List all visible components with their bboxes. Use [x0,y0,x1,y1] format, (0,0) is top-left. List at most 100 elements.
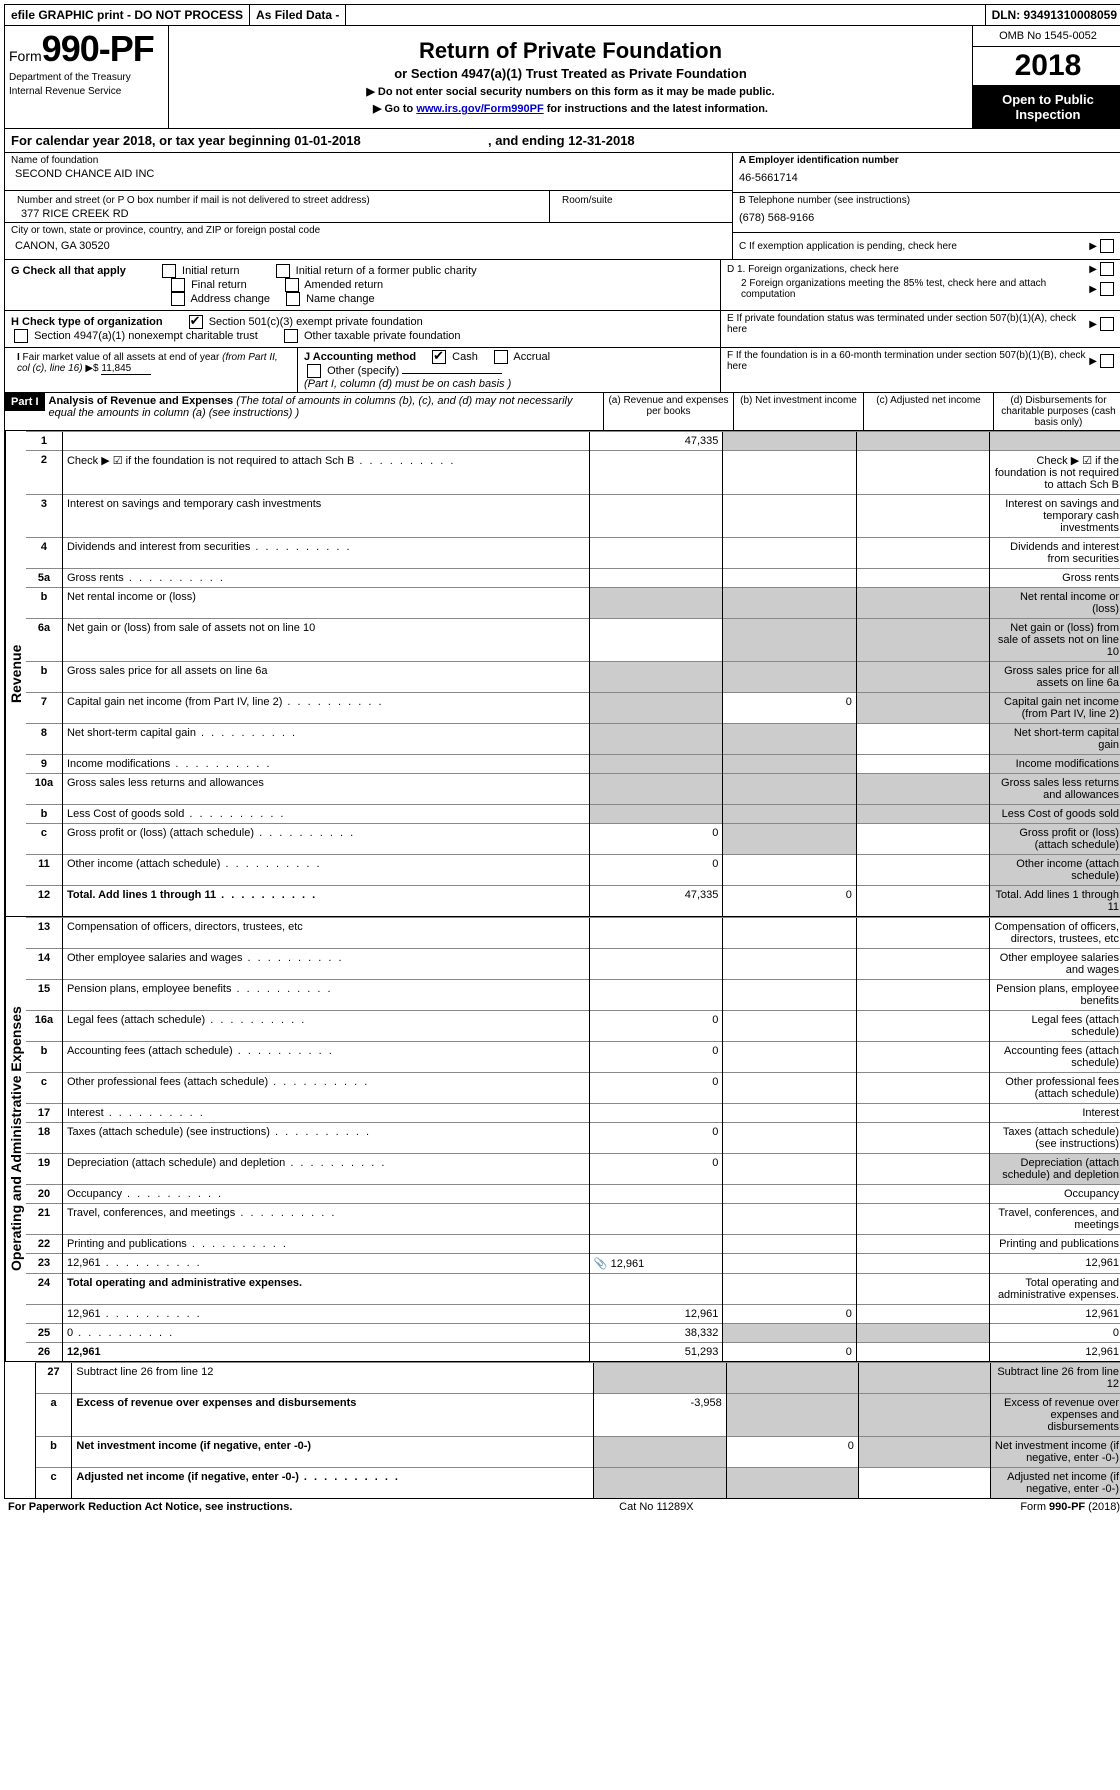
table-row: 13Compensation of officers, directors, t… [26,918,1120,949]
arrow-icon [1089,240,1097,252]
fmv-value: 11,845 [101,363,151,375]
j-accrual-checkbox[interactable] [494,350,508,364]
form-number: 990-PF [42,28,154,69]
table-row: aExcess of revenue over expenses and dis… [5,1394,1120,1437]
expenses-side-label: Operating and Administrative Expenses [5,917,26,1361]
footer-left: For Paperwork Reduction Act Notice, see … [8,1501,292,1513]
table-row: bAccounting fees (attach schedule)0Accou… [26,1042,1120,1073]
table-row: 20OccupancyOccupancy [26,1185,1120,1204]
table-row: bNet rental income or (loss)Net rental i… [26,588,1120,619]
table-row: bLess Cost of goods soldLess Cost of goo… [26,805,1120,824]
asfiled-label: As Filed Data - [250,5,346,25]
j-cash-checkbox[interactable] [432,350,446,364]
h-other-checkbox[interactable] [284,329,298,343]
table-row: 9Income modificationsIncome modification… [26,755,1120,774]
goto-instructions: ▶ Go to www.irs.gov/Form990PF for instru… [173,102,968,115]
table-row: 11Other income (attach schedule)0Other i… [26,855,1120,886]
foundation-name: SECOND CHANCE AID INC [5,168,732,180]
i-label: I Fair market value of all assets at end… [11,350,291,377]
dept-treasury: Department of the Treasury [9,72,164,84]
h-4947-checkbox[interactable] [14,329,28,343]
part1-header: Part I Analysis of Revenue and Expenses … [5,392,1120,431]
dept-irs: Internal Revenue Service [9,86,164,98]
tax-year: 2018 [973,47,1120,86]
sub-title: or Section 4947(a)(1) Trust Treated as P… [173,66,968,81]
d1-checkbox[interactable] [1100,262,1114,276]
info-block: Name of foundation SECOND CHANCE AID INC… [5,153,1120,260]
col-a-header: (a) Revenue and expenses per books [603,393,733,430]
table-row: 15Pension plans, employee benefitsPensio… [26,980,1120,1011]
phone-label: B Telephone number (see instructions) [739,195,1117,206]
form-id-cell: Form990-PF Department of the Treasury In… [5,26,169,128]
foundation-city: CANON, GA 30520 [5,238,732,254]
final-table: 27Subtract line 26 from line 12Subtract … [5,1362,1120,1498]
main-title: Return of Private Foundation [173,38,968,64]
col-d-header: (d) Disbursements for charitable purpose… [993,393,1120,430]
table-row: 2Check ▶ ☑ if the foundation is not requ… [26,451,1120,495]
c-checkbox[interactable] [1100,239,1114,253]
table-row: cOther professional fees (attach schedul… [26,1073,1120,1104]
footer: For Paperwork Reduction Act Notice, see … [4,1499,1120,1515]
header-row: Form990-PF Department of the Treasury In… [5,26,1120,129]
ein-label: A Employer identification number [739,155,1117,166]
table-row: 22Printing and publicationsPrinting and … [26,1235,1120,1254]
g-address-checkbox[interactable] [171,292,185,306]
efile-notice: efile GRAPHIC print - DO NOT PROCESS [5,5,250,25]
table-row: bGross sales price for all assets on lin… [26,662,1120,693]
table-row: bNet investment income (if negative, ent… [5,1437,1120,1468]
h-section: H Check type of organization Section 501… [11,315,714,343]
g-final-checkbox[interactable] [171,278,185,292]
table-row: cAdjusted net income (if negative, enter… [5,1468,1120,1499]
ein-value: 46-5661714 [739,172,1117,184]
g-section: G Check all that apply Initial return In… [11,264,714,306]
name-label: Name of foundation [5,153,732,168]
table-row: 19Depreciation (attach schedule) and dep… [26,1154,1120,1185]
footer-mid: Cat No 11289X [619,1501,693,1513]
footer-right: Form 990-PF (2018) [1020,1501,1120,1513]
room-label: Room/suite [556,193,726,208]
title-cell: Return of Private Foundation or Section … [169,26,972,128]
g-name-checkbox[interactable] [286,292,300,306]
table-row: 147,335 [26,432,1120,451]
table-row: 10aGross sales less returns and allowanc… [26,774,1120,805]
revenue-table: 147,3352Check ▶ ☑ if the foundation is n… [26,431,1120,916]
city-label: City or town, state or province, country… [5,223,732,238]
table-row: 25038,3320 [26,1324,1120,1343]
j-section: J Accounting method Cash Accrual Other (… [298,348,720,392]
h-501c3-checkbox[interactable] [189,315,203,329]
table-row: 12Total. Add lines 1 through 1147,3350To… [26,886,1120,917]
table-row: 8Net short-term capital gainNet short-te… [26,724,1120,755]
col-c-header: (c) Adjusted net income [863,393,993,430]
table-row: 17InterestInterest [26,1104,1120,1123]
year-cell: OMB No 1545-0052 2018 Open to Public Ins… [972,26,1120,128]
f-checkbox[interactable] [1100,354,1114,368]
table-row: 2612,96151,293012,961 [26,1343,1120,1362]
addr-label: Number and street (or P O box number if … [11,193,543,208]
irs-link[interactable]: www.irs.gov/Form990PF [416,103,543,115]
revenue-side-label: Revenue [5,431,26,916]
part1-label: Part I [5,393,45,411]
table-row: 12,96112,961012,961 [26,1305,1120,1324]
e-checkbox[interactable] [1100,317,1114,331]
j-other-checkbox[interactable] [307,364,321,378]
foundation-addr: 377 RICE CREEK RD [11,208,543,220]
table-row: 14Other employee salaries and wagesOther… [26,949,1120,980]
paperclip-icon[interactable]: 📎 [594,1258,608,1270]
phone-value: (678) 568-9166 [739,212,1117,224]
g-initial-checkbox[interactable] [162,264,176,278]
g-amended-checkbox[interactable] [285,278,299,292]
table-row: 4Dividends and interest from securitiesD… [26,538,1120,569]
g-initial-former-checkbox[interactable] [276,264,290,278]
table-row: 6aNet gain or (loss) from sale of assets… [26,619,1120,662]
d2-checkbox[interactable] [1100,282,1114,296]
table-row: 7Capital gain net income (from Part IV, … [26,693,1120,724]
table-row: 3Interest on savings and temporary cash … [26,495,1120,538]
expenses-table: 13Compensation of officers, directors, t… [26,917,1120,1361]
c-label: C If exemption application is pending, c… [739,241,1089,252]
table-row: 21Travel, conferences, and meetingsTrave… [26,1204,1120,1235]
form-container: efile GRAPHIC print - DO NOT PROCESS As … [4,4,1120,1499]
open-public: Open to Public Inspection [973,86,1120,128]
table-row: 2312,961📎 12,96112,961 [26,1254,1120,1274]
table-row: 16aLegal fees (attach schedule)0Legal fe… [26,1011,1120,1042]
col-b-header: (b) Net investment income [733,393,863,430]
